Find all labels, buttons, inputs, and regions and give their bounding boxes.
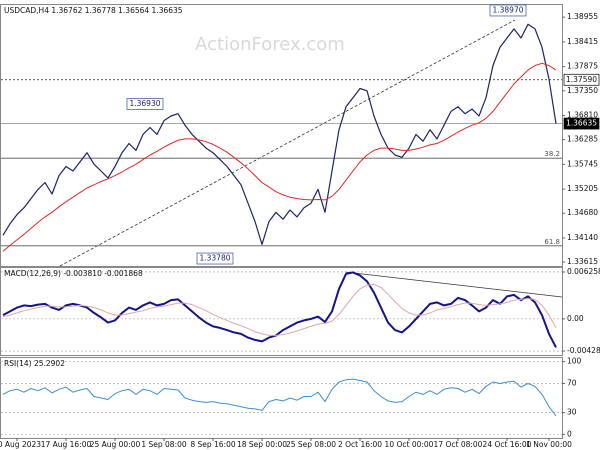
x-tick-label: 10 Aug 2023 — [0, 440, 41, 449]
rsi-panel — [0, 357, 563, 439]
y-tick-label: 0.006258 — [567, 267, 600, 276]
x-tick-label: 17 Oct 08:00 — [434, 440, 483, 449]
panel-title: USDCAD,H4 1.36762 1.36778 1.36564 1.3663… — [4, 6, 183, 15]
x-tick-label: 25 Sep 08:00 — [286, 440, 336, 449]
annotation-box — [196, 252, 234, 265]
panel-title: RSI(14) 25.2902 — [4, 359, 65, 368]
series-line — [2, 23, 557, 245]
level-box — [563, 73, 600, 86]
x-tick-label: 1 Sep 08:00 — [141, 440, 187, 449]
y-tick-label: 1.35205 — [567, 184, 598, 193]
annotation-label: 1.33780 — [199, 254, 230, 263]
level-label: 1.37590 — [566, 75, 597, 84]
x-tick-label: 8 Sep 16:00 — [190, 440, 236, 449]
annotation-box — [126, 98, 164, 110]
macd-panel — [0, 267, 563, 356]
trend-line — [59, 19, 516, 267]
y-tick-label: 1.33615 — [567, 257, 598, 266]
y-tick-label: 1.34140 — [567, 233, 598, 242]
x-tick-label: 25 Aug 00:00 — [90, 440, 141, 449]
y-tick-label: 0.00 — [567, 314, 584, 323]
y-tick-label: 1.38415 — [567, 37, 598, 46]
fib-label: 38.2 — [544, 150, 560, 158]
series-line — [2, 62, 557, 252]
y-tick-label: 1.38955 — [567, 12, 598, 21]
x-tick-label: 24 Oct 16:00 — [483, 440, 532, 449]
series-line — [2, 283, 557, 336]
series-line — [2, 378, 557, 417]
y-tick-label: 1.37350 — [567, 86, 598, 95]
x-tick-label: 18 Sep 00:00 — [237, 440, 287, 449]
x-tick-label: 2 Oct 16:00 — [338, 440, 382, 449]
panel-title: MACD(12,26,9) -0.003810 -0.001868 — [4, 269, 143, 278]
x-tick-label: 17 Aug 16:00 — [41, 440, 92, 449]
y-tick-label: 30 — [567, 408, 577, 417]
price-panel — [0, 4, 563, 267]
y-tick-label: 100 — [567, 357, 582, 366]
y-tick-label: 1.36810 — [567, 111, 598, 120]
y-tick-label: 1.35745 — [567, 159, 598, 168]
annotation-label: 1.36930 — [129, 99, 160, 108]
y-tick-label: 1.37875 — [567, 62, 598, 71]
x-tick-label: 10 Oct 00:00 — [385, 440, 434, 449]
y-tick-label: 1.34680 — [567, 208, 598, 217]
y-tick-label: -0.004289 — [567, 346, 600, 355]
series-line — [2, 271, 557, 348]
fib-label: 61.8 — [544, 238, 560, 246]
x-tick-label: 1 Nov 00:00 — [526, 440, 572, 449]
y-tick-label: 0 — [567, 429, 572, 438]
y-tick-label: 70 — [567, 378, 577, 387]
level-box — [563, 117, 600, 130]
divergence-line — [344, 271, 563, 298]
annotation-box — [489, 4, 527, 17]
watermark: ActionForex.com — [195, 34, 345, 55]
level-label: 1.36635 — [566, 119, 597, 128]
y-tick-label: 1.36285 — [567, 135, 598, 144]
annotation-label: 1.38970 — [492, 5, 523, 14]
